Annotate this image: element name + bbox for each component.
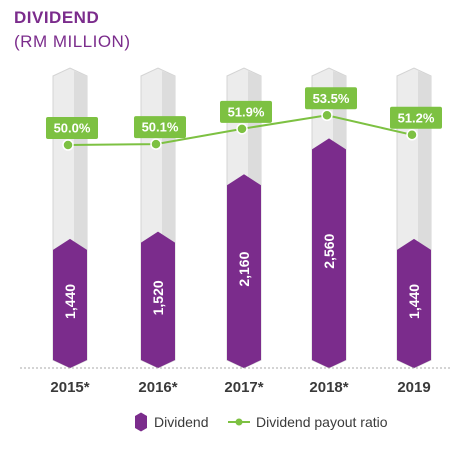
ratio-label: 50.1%	[142, 120, 179, 135]
chart-subtitle: (RM MILLION)	[14, 32, 131, 51]
legend-dividend-label: Dividend	[154, 414, 208, 430]
ratio-label-box	[305, 87, 357, 110]
bar-dividend-2018	[312, 138, 346, 368]
legend: Dividend Dividend payout ratio	[135, 412, 388, 432]
x-tick-label: 2016*	[138, 379, 177, 396]
ratio-label: 51.2%	[398, 110, 435, 125]
bar-dividend-2017	[227, 174, 261, 368]
bar-value-label: 1,440	[406, 284, 422, 319]
x-tick-label: 2018*	[309, 379, 348, 396]
bar-value-label: 1,440	[62, 284, 78, 319]
ratio-marker	[150, 138, 162, 150]
bar-value-label: 1,520	[150, 280, 166, 315]
bar-dividend-2016	[141, 231, 175, 368]
chart-title: DIVIDEND	[14, 8, 100, 27]
bar-value-label: 2,160	[236, 251, 252, 286]
bar-value-label: 2,560	[321, 233, 337, 268]
ratio-label: 53.5%	[313, 91, 350, 106]
legend-ratio-marker	[235, 418, 243, 426]
legend-ratio-label: Dividend payout ratio	[256, 414, 388, 430]
ratio-marker	[321, 109, 333, 121]
ratio-label-box	[390, 106, 442, 129]
bar-dividend-2015	[53, 238, 87, 368]
ratio-label: 51.9%	[228, 104, 265, 119]
ratio-marker	[406, 129, 418, 141]
ratio-marker	[236, 123, 248, 135]
ratio-label: 50.0%	[54, 121, 91, 136]
legend-dividend-swatch	[135, 412, 147, 432]
ratio-label-box	[46, 117, 98, 139]
ratio-label-box	[220, 100, 272, 123]
ratio-marker	[62, 139, 74, 151]
ratio-label-box	[134, 116, 186, 139]
bar-dividend-2019	[397, 238, 431, 368]
x-tick-label: 2015*	[50, 379, 89, 396]
x-tick-label: 2019	[397, 379, 430, 396]
x-tick-label: 2017*	[224, 379, 263, 396]
